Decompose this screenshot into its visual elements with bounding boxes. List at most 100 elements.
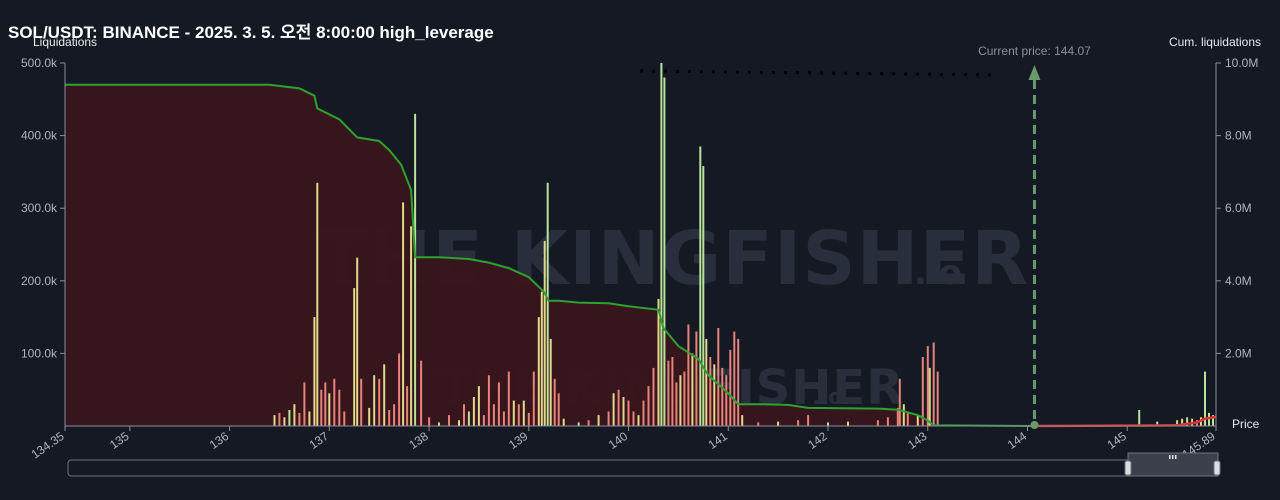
liquidation-bar [512,400,515,426]
liquidation-bar [691,353,694,426]
left-tick-label: 400.0k [21,129,58,143]
liquidation-bar [540,291,543,426]
liquidation-bar [632,411,635,426]
right-axis-ticks: 2.0M 4.0M 6.0M 8.0M 10.0M [1216,56,1258,360]
right-axis-title: Cum. liquidations [1169,35,1261,49]
liquidation-bar [876,420,879,426]
x-tick-label: 143 [905,429,930,452]
liquidation-bar [368,407,371,426]
left-tick-label: 100.0k [21,346,58,360]
liquidation-bar [847,421,849,426]
liquidation-bar [733,331,736,426]
liquidation-bar [316,182,319,426]
liquidation-bar [1138,410,1141,426]
liquidation-bar [448,415,450,426]
right-tick-label: 6.0M [1225,201,1252,215]
liquidation-bar [898,378,901,426]
x-tick-label: 136 [207,429,232,452]
left-tick-label: 500.0k [21,56,58,70]
liquidation-bar [303,382,306,426]
current-price-dot [1030,421,1039,429]
chart-title: SOL/USDT: BINANCE - 2025. 3. 5. 오전 8:00:… [8,23,494,42]
liquidation-bars [273,63,1214,427]
liquidation-bar [713,364,716,426]
liquidation-bar [388,410,391,426]
range-slider[interactable] [67,452,1221,477]
right-tick-label: 8.0M [1225,129,1252,143]
liquidation-bar [709,357,712,426]
range-slider-right-handle[interactable] [1213,460,1221,476]
liquidation-bar [1181,418,1184,426]
liquidation-bar [410,226,413,426]
liquidation-bar [308,411,311,426]
liquidation-bar [527,412,530,426]
watermark-suffix-small: .io [812,385,843,410]
liquidation-bar [467,411,470,426]
range-slider-grip-icon[interactable] [1169,455,1177,459]
liquidation-bar [313,317,316,426]
liquidation-bar [926,346,929,426]
x-tick-label: 145 [1105,429,1130,452]
liquidation-bar [683,371,686,426]
liquidation-bar [671,357,674,426]
liquidation-bar [320,389,323,426]
liquidation-bar [458,420,460,426]
liquidation-bar [402,202,405,426]
liquidation-bar [597,415,600,426]
liquidation-bar [577,422,580,426]
liquidation-bar [406,386,409,426]
left-tick-label: 300.0k [21,201,58,215]
liquidation-bar [562,418,565,426]
liquidation-bar [687,324,690,426]
liquidation-bar [353,288,356,426]
liquidation-bar [373,375,376,426]
liquidation-bar [420,360,423,426]
liquidation-bar [627,400,630,426]
liquidation-bar [921,357,924,426]
liquidation-bar [587,420,590,426]
liquidation-bar [886,417,889,426]
liquidation-bar [906,411,909,426]
range-slider-left-handle[interactable] [1124,460,1132,476]
liquidation-bar [667,360,670,426]
liquidation-bar [1208,412,1210,426]
cumulative-area [65,84,1035,427]
liquidation-bar [428,417,431,426]
current-price-arrow-icon [1028,65,1041,80]
liquidation-bar [729,349,732,426]
liquidation-bar [532,371,535,426]
liquidation-bar [517,404,520,426]
liquidation-bar [777,421,780,426]
liquidation-bar [273,415,276,426]
liquidation-bar [393,404,396,426]
liquidation-bar [757,422,760,426]
liquidation-bar [928,367,931,426]
liquidation-bar [553,378,556,426]
x-tick-label: 137 [307,429,332,452]
x-tick-label: 140 [606,429,631,452]
x-tick-label: 139 [506,429,531,452]
liquidation-bar [414,113,417,427]
liquidation-bar [637,415,640,426]
liquidation-bar [288,410,291,426]
liquidation-bar [617,389,620,426]
left-axis-ticks: 100.0k 200.0k 300.0k 400.0k 500.0k [21,56,65,360]
range-slider-track[interactable] [67,459,1219,477]
liquidation-bar [725,375,728,426]
liquidation-bar [383,364,386,426]
liquidation-bar [622,397,625,426]
liquidation-bar [675,382,678,426]
left-axis-title: Liquidations [33,35,97,49]
x-tick-label: 138 [406,429,431,452]
x-tick-label: 142 [805,429,830,452]
liquidation-bar [679,375,682,426]
liquidation-bar [492,404,495,426]
left-tick-label: 200.0k [21,274,58,288]
liquidation-bar [549,338,552,426]
liquidation-bar [932,342,935,426]
liquidation-bar [522,400,525,426]
liquidation-bar [472,397,475,426]
right-tick-label: 10.0M [1225,56,1258,70]
liquidation-bar [705,338,708,426]
liquidation-bar [902,404,905,426]
